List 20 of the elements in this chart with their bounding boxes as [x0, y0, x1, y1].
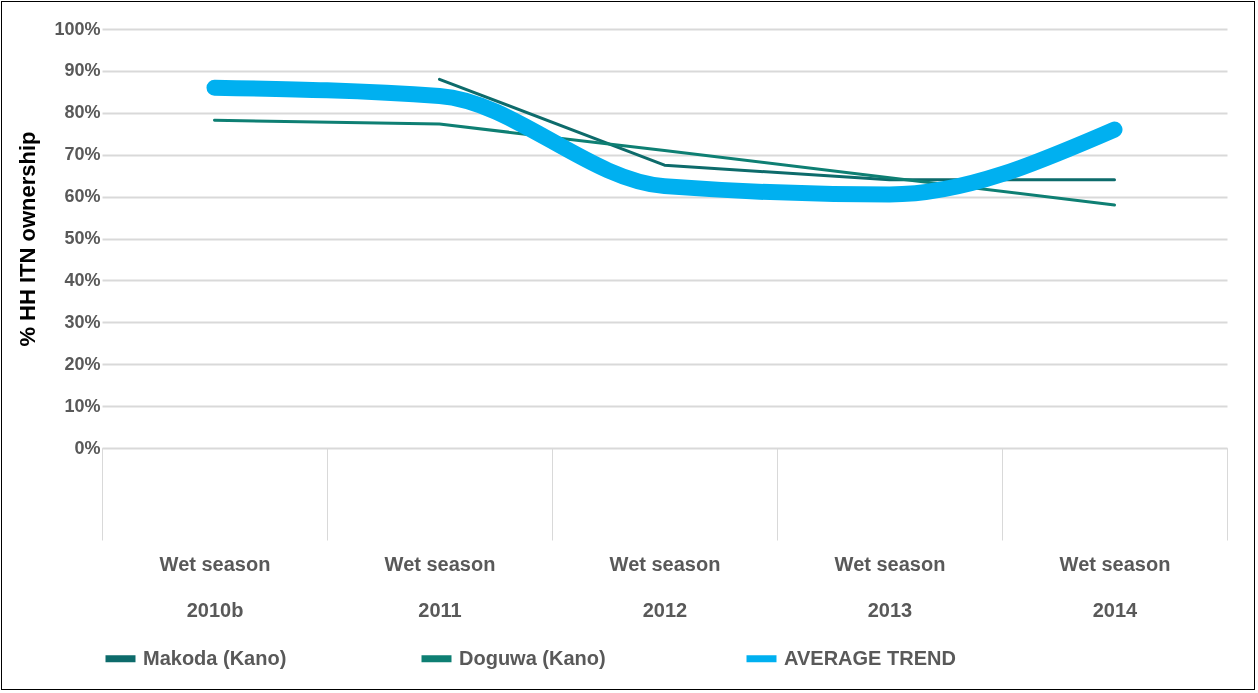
- y-tick-label: 40%: [64, 269, 101, 290]
- legend-label: Doguwa (Kano): [459, 646, 606, 669]
- y-tick-label: 10%: [64, 395, 101, 416]
- category-label: Wet season 2012: [609, 552, 721, 621]
- category-label: Wet season 2014: [1059, 552, 1171, 621]
- y-tick-label: 20%: [64, 353, 101, 374]
- y-tick-label: 0%: [74, 437, 101, 458]
- y-tick-label: 30%: [64, 311, 101, 332]
- category-label: Wet season 2013: [834, 552, 946, 621]
- y-tick-label: 80%: [64, 102, 101, 123]
- category-label: Wet season 2010b: [159, 552, 271, 621]
- y-tick-label: 60%: [64, 186, 101, 207]
- legend-label: Makoda (Kano): [143, 646, 287, 669]
- legend-label: AVERAGE TREND: [784, 646, 956, 669]
- category-label: Wet season 2011: [384, 552, 496, 621]
- y-tick-label: 90%: [64, 60, 101, 81]
- y-tick-label: 100%: [54, 18, 101, 39]
- y-axis-title: % HH ITN ownership: [15, 131, 41, 347]
- y-tick-label: 70%: [64, 144, 101, 165]
- y-tick-label: 50%: [64, 228, 101, 248]
